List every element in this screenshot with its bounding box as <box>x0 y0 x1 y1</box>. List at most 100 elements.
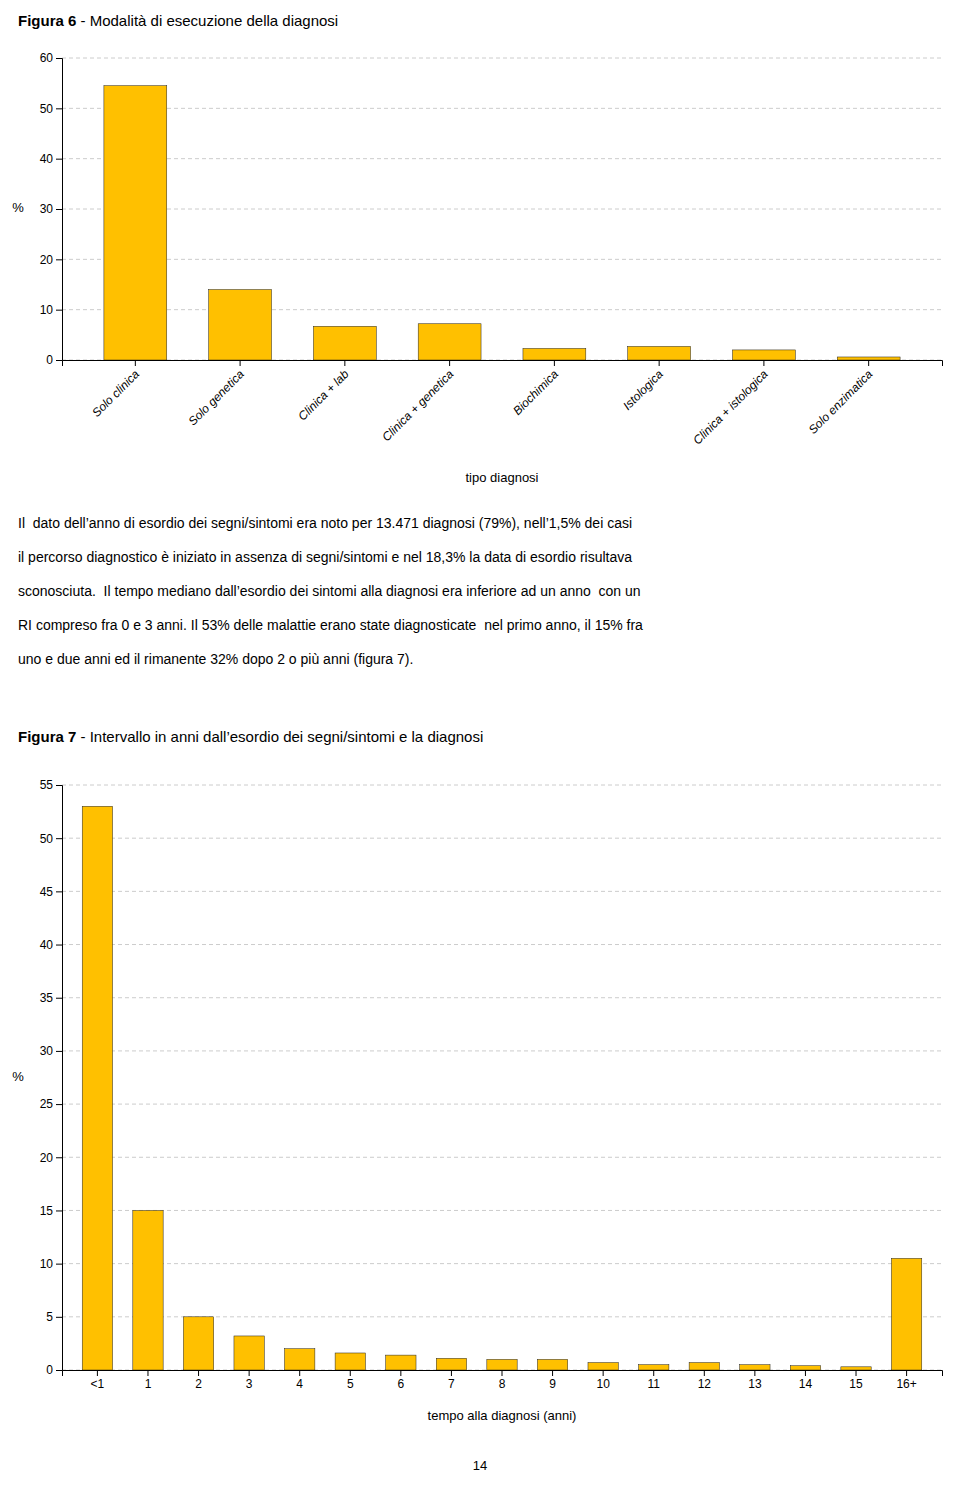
x-tick-mark <box>653 1370 654 1376</box>
chart-title: Figura 6 - Modalità di esecuzione della … <box>18 12 338 29</box>
bar <box>183 1317 213 1370</box>
bar <box>628 346 691 360</box>
x-tick-label: Solo clinica <box>89 367 142 420</box>
paragraph-line: il percorso diagnostico è iniziato in as… <box>18 549 632 565</box>
bar <box>740 1365 770 1370</box>
x-tick: Biochimica <box>510 360 561 418</box>
y-tick: 55 <box>40 778 62 792</box>
x-tick: 16+ <box>896 1370 916 1391</box>
y-tick: 60 <box>40 51 62 65</box>
x-tick-mark <box>659 360 660 366</box>
x-tick-label: Clinica + genetica <box>379 367 456 444</box>
x-tick: Clinica + genetica <box>379 360 456 444</box>
bar <box>335 1353 365 1370</box>
y-tick-label: 25 <box>40 1097 54 1111</box>
y-tick-mark <box>56 785 62 786</box>
bar <box>436 1358 466 1370</box>
y-tick-label: 20 <box>40 253 54 267</box>
y-tick-mark <box>56 998 62 999</box>
bar <box>523 348 586 360</box>
x-tick: Solo genetica <box>186 360 248 428</box>
x-tick-mark <box>868 360 869 366</box>
y-tick: 5 <box>46 1310 62 1324</box>
x-tick-mark <box>344 360 345 366</box>
grid-line <box>62 1263 942 1264</box>
x-tick: Solo enzimatica <box>806 360 876 437</box>
text-block: Il dato dell’anno di esordio dei segni/s… <box>18 515 643 667</box>
x-tick: 4 <box>296 1370 303 1391</box>
paragraph-line: sconosciuta. Il tempo mediano dall’esord… <box>18 583 641 599</box>
x-tick: Istologica <box>620 360 666 413</box>
chart: Figura 6 - Modalità di esecuzione della … <box>12 12 942 485</box>
grid-line <box>62 1157 942 1158</box>
x-tick-mark <box>603 1370 604 1376</box>
grid-line <box>62 944 942 945</box>
x-tick-label: <1 <box>91 1377 105 1391</box>
bar <box>732 350 795 360</box>
y-tick-label: 60 <box>40 51 54 65</box>
y-tick-label: 45 <box>40 885 54 899</box>
y-tick: 0 <box>46 1363 62 1377</box>
bar <box>133 1210 163 1370</box>
x-tick-label: 13 <box>748 1377 762 1391</box>
y-tick-label: 15 <box>40 1204 54 1218</box>
x-tick-label: Clinica + lab <box>295 367 352 424</box>
x-tick-mark <box>451 1370 452 1376</box>
x-tick-label: 9 <box>549 1377 556 1391</box>
x-tick: <1 <box>91 1370 105 1391</box>
x-tick: Clinica + lab <box>295 360 352 423</box>
x-tick-mark <box>135 360 136 366</box>
y-tick-mark <box>56 209 62 210</box>
x-tick-label: 3 <box>246 1377 253 1391</box>
x-tick-mark <box>502 1370 503 1376</box>
y-tick: 20 <box>40 1151 62 1165</box>
x-tick-label: 5 <box>347 1377 354 1391</box>
grid-line <box>62 108 942 109</box>
bar <box>639 1365 669 1370</box>
x-axis-line <box>63 1371 943 1377</box>
paragraph-line: RI compreso fra 0 e 3 anni. Il 53% delle… <box>18 617 643 633</box>
y-axis: 0510152025303540455055 <box>40 778 63 1377</box>
x-tick-label: 12 <box>698 1377 712 1391</box>
y-tick-mark <box>56 1264 62 1265</box>
y-tick-mark <box>56 310 62 311</box>
grid-line <box>62 209 942 210</box>
y-tick-label: 10 <box>40 303 54 317</box>
x-axis-title: tempo alla diagnosi (anni) <box>428 1408 577 1423</box>
x-tick-mark <box>754 1370 755 1376</box>
x-tick: 13 <box>748 1370 762 1391</box>
y-tick-mark <box>56 58 62 59</box>
x-tick-mark <box>449 360 450 366</box>
grid-line <box>62 1050 942 1051</box>
x-tick: 2 <box>195 1370 202 1391</box>
bar <box>285 1349 315 1370</box>
bar <box>588 1363 618 1370</box>
paragraph-line: Il dato dell’anno di esordio dei segni/s… <box>18 515 632 531</box>
grid <box>62 785 942 1370</box>
y-tick: 20 <box>40 253 62 267</box>
x-tick-label: 7 <box>448 1377 455 1391</box>
y-axis-title: % <box>12 1069 24 1084</box>
bar <box>689 1363 719 1370</box>
y-tick: 25 <box>40 1097 62 1111</box>
y-tick-mark <box>56 1370 62 1371</box>
grid-line <box>62 1104 942 1105</box>
bar <box>234 1336 264 1370</box>
x-tick-label: 1 <box>145 1377 152 1391</box>
x-tick-label: 4 <box>296 1377 303 1391</box>
bar <box>104 86 167 360</box>
y-tick-label: 50 <box>40 102 54 116</box>
y-axis-title: % <box>12 200 24 215</box>
paragraph-line: uno e due anni ed il rimanente 32% dopo … <box>18 651 413 667</box>
grid-line <box>62 1210 942 1211</box>
chart-title: Figura 7 - Intervallo in anni dall’esord… <box>18 728 483 745</box>
bar <box>386 1355 416 1370</box>
y-tick-label: 0 <box>46 353 53 367</box>
x-tick: 12 <box>698 1370 712 1391</box>
y-tick-label: 40 <box>40 152 54 166</box>
x-tick-label: Clinica + istologica <box>690 367 771 448</box>
y-tick: 15 <box>40 1204 62 1218</box>
x-tick-label: 15 <box>849 1377 863 1391</box>
y-tick: 10 <box>40 303 62 317</box>
y-tick-mark <box>56 108 62 109</box>
